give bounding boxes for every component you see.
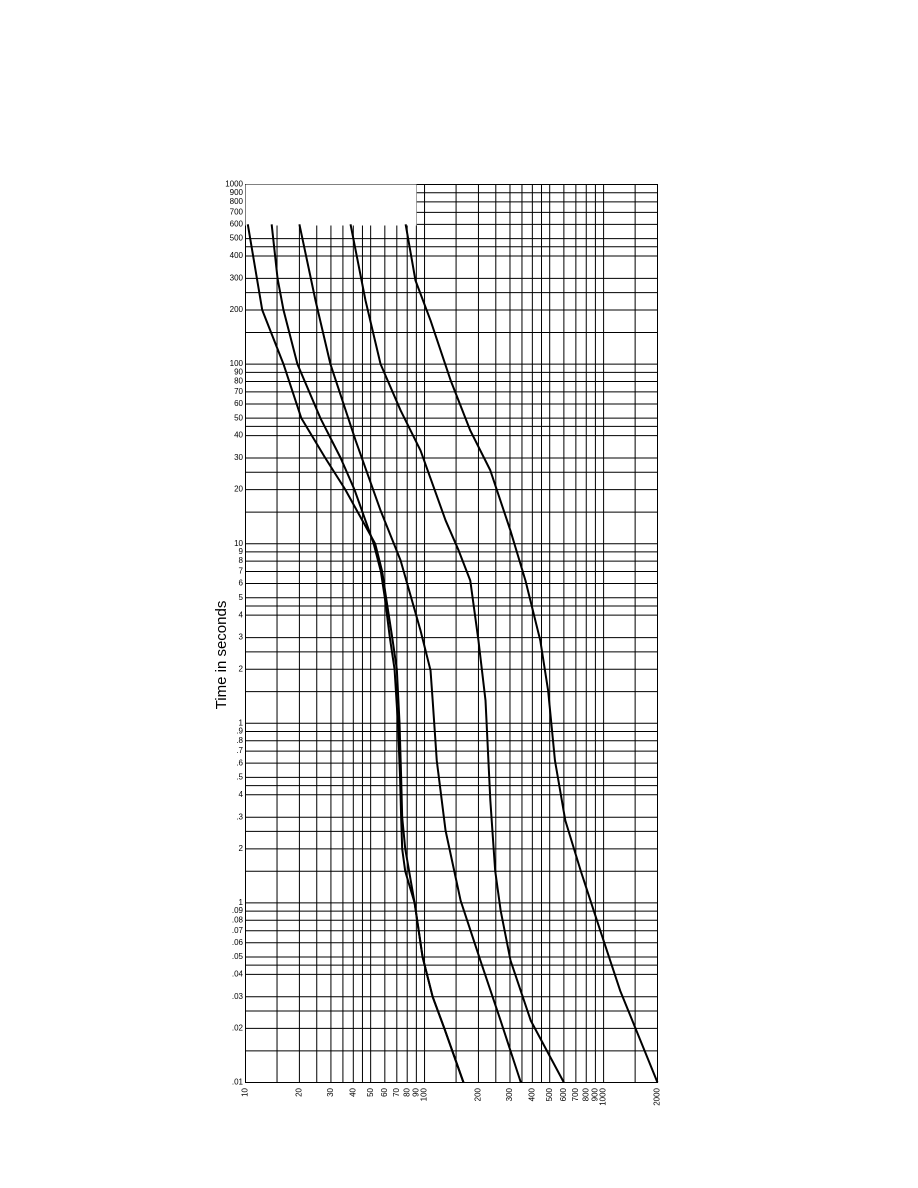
y-axis-title: Time in seconds	[213, 601, 230, 710]
blank-box	[245, 184, 417, 226]
x-tick-label: 500	[545, 1087, 554, 1101]
y-tick-label: 8	[239, 556, 244, 565]
curve	[298, 224, 522, 1083]
y-tick-label: 2	[239, 844, 244, 853]
y-tick-label: 1	[239, 718, 244, 727]
y-tick-label: .7	[236, 746, 243, 755]
x-tick-label: 70	[392, 1087, 401, 1096]
y-tick-label: .5	[236, 772, 243, 781]
y-tick-label: 900	[230, 188, 244, 197]
y-tick-label: 400	[230, 251, 244, 260]
y-tick-label: 20	[234, 485, 243, 494]
y-tick-label: 10	[234, 539, 243, 548]
y-tick-label: 500	[230, 234, 244, 243]
y-tick-label: 600	[230, 219, 244, 228]
x-tick-label: 600	[559, 1087, 568, 1101]
y-tick-label: 800	[230, 197, 244, 206]
y-tick-label: 9	[239, 547, 244, 556]
y-tick-label: 4	[239, 610, 244, 619]
y-tick-label: 40	[234, 431, 243, 440]
x-tick-label: 400	[527, 1087, 536, 1101]
x-tick-label: 40	[348, 1087, 357, 1096]
y-tick-label: 5	[239, 593, 244, 602]
x-tick-label: 10	[241, 1087, 250, 1096]
x-tick-label: 100	[420, 1087, 429, 1101]
y-tick-label: 80	[234, 377, 243, 386]
y-tick-label: 200	[230, 305, 244, 314]
x-tick-label: 800	[581, 1087, 590, 1101]
y-tick-label: 7	[239, 567, 244, 576]
y-tick-label: .06	[232, 938, 244, 947]
y-tick-label: 300	[230, 274, 244, 283]
y-tick-label: .8	[236, 736, 243, 745]
y-tick-label: .01	[232, 1078, 244, 1087]
y-tick-label: 30	[234, 453, 243, 462]
x-tick-label: 80	[402, 1087, 411, 1096]
y-tick-label: 700	[230, 207, 244, 216]
y-tick-label: 4	[239, 790, 244, 799]
x-tick-label: 1000	[599, 1087, 608, 1105]
x-tick-label: 200	[474, 1087, 483, 1101]
curve	[246, 224, 465, 1083]
curve	[404, 224, 659, 1083]
y-tick-label: 50	[234, 413, 243, 422]
y-tick-label: 90	[234, 367, 243, 376]
plot-frame	[245, 184, 658, 1083]
x-tick-label: 30	[326, 1087, 335, 1096]
curve	[349, 224, 565, 1083]
x-tick-label: 20	[295, 1087, 304, 1096]
y-tick-label: .04	[232, 969, 244, 978]
y-tick-label: 3	[239, 633, 244, 642]
x-tick-label: 300	[505, 1087, 514, 1101]
x-tick-label: 90	[411, 1087, 420, 1096]
y-tick-label: .3	[236, 812, 243, 821]
y-tick-label: 1	[239, 898, 244, 907]
y-tick-label: 60	[234, 399, 243, 408]
x-tick-label: 50	[366, 1087, 375, 1096]
labels: 10 20 30 40 50 60 70 80 90 100 200 300 400 500 600 700 8…	[225, 180, 661, 1106]
y-tick-label: 100	[230, 359, 244, 368]
y-tick-label: .6	[236, 758, 243, 767]
x-tick-label: 900	[591, 1087, 600, 1101]
y-tick-label: .09	[232, 906, 244, 915]
curves	[246, 224, 659, 1083]
y-tick-label: .02	[232, 1024, 244, 1033]
y-tick-label: .08	[232, 915, 244, 924]
x-tick-label: 700	[571, 1087, 580, 1101]
y-tick-label: .9	[236, 727, 243, 736]
y-tick-label: .03	[232, 992, 244, 1001]
curve	[270, 224, 465, 1083]
y-tick-label: 70	[234, 387, 243, 396]
x-tick-label: 60	[380, 1087, 389, 1096]
y-tick-label: 6	[239, 579, 244, 588]
y-tick-label: 1000	[225, 180, 243, 189]
y-tick-label: .05	[232, 952, 244, 961]
x-tick-label: 2000	[653, 1087, 662, 1105]
y-tick-label: 2	[239, 664, 244, 673]
grid	[245, 184, 658, 1083]
y-tick-label: .07	[232, 926, 244, 935]
